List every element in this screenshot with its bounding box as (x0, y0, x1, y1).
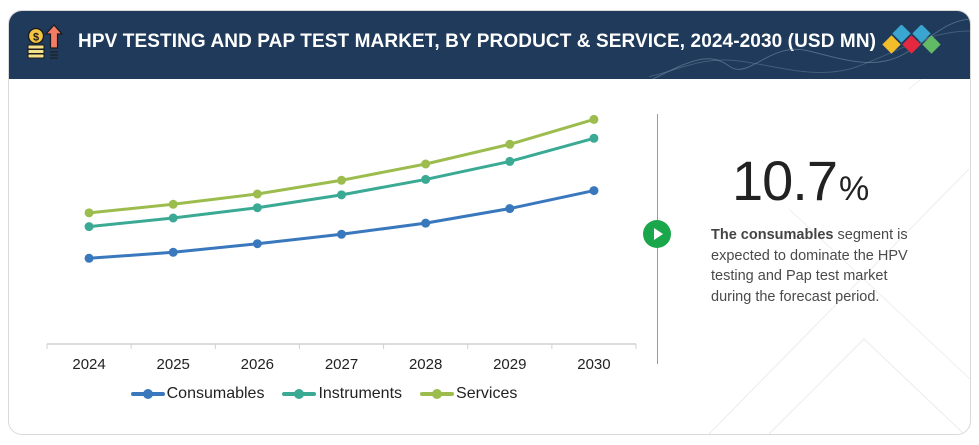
data-point-consumables (337, 229, 346, 239)
x-tick-label: 2029 (493, 356, 526, 373)
data-point-consumables (168, 247, 178, 257)
stat-unit: % (839, 170, 870, 208)
data-point-consumables (84, 253, 94, 263)
legend-item-instruments: Instruments (282, 385, 402, 403)
chart-title: HPV TESTING AND PAP TEST MARKET, BY PROD… (78, 31, 877, 52)
legend-item-consumables: Consumables (130, 385, 265, 403)
growth-stat: 10.7% (732, 148, 869, 213)
data-point-consumables (421, 218, 431, 228)
data-point-instruments (337, 190, 346, 200)
legend-label: Instruments (318, 385, 403, 402)
brand-logo (882, 25, 941, 54)
data-point-services (589, 114, 599, 124)
money-growth-icon: $ (27, 24, 64, 59)
decorative-background-lines (708, 79, 970, 434)
data-point-instruments (84, 222, 94, 232)
x-tick-label: 2028 (409, 356, 442, 373)
data-point-consumables (252, 239, 262, 249)
infographic-card: $ HPV TESTING AND PAP TEST MARKET, BY PR… (8, 10, 971, 435)
stat-value: 10.7 (732, 149, 838, 212)
legend-swatch (130, 389, 165, 399)
data-point-services (84, 208, 94, 218)
description-bold: The consumables (711, 227, 834, 243)
legend-label: Consumables (166, 385, 265, 402)
x-tick-label: 2025 (157, 356, 190, 373)
legend-label: Services (456, 385, 518, 402)
chart-legend: Consumables Instruments Services (0, 385, 648, 403)
data-point-services (505, 139, 515, 149)
legend-item-services: Services (420, 385, 517, 403)
data-point-instruments (168, 213, 178, 223)
data-point-consumables (589, 186, 599, 196)
legend-swatch (282, 389, 317, 399)
data-point-services (337, 175, 346, 185)
data-point-services (252, 189, 262, 199)
data-point-instruments (505, 156, 515, 166)
data-point-consumables (505, 204, 515, 214)
header-bar: $ HPV TESTING AND PAP TEST MARKET, BY PR… (9, 11, 970, 79)
x-tick-label: 2027 (325, 356, 358, 373)
x-tick-label: 2030 (577, 356, 610, 373)
svg-text:$: $ (33, 32, 39, 44)
data-point-instruments (421, 174, 431, 184)
x-tick-label: 2026 (241, 356, 274, 373)
description-text: segment is expected to dominate the HPV … (711, 227, 908, 305)
x-tick-label: 2024 (72, 356, 105, 373)
data-point-instruments (252, 203, 262, 213)
data-point-instruments (589, 133, 599, 143)
data-point-services (421, 159, 431, 169)
stat-description: The consumables segment is expected to d… (711, 225, 931, 307)
data-point-services (168, 199, 178, 209)
play-circle-icon (643, 220, 671, 248)
legend-swatch (420, 389, 455, 399)
series-line-consumables (88, 189, 595, 260)
